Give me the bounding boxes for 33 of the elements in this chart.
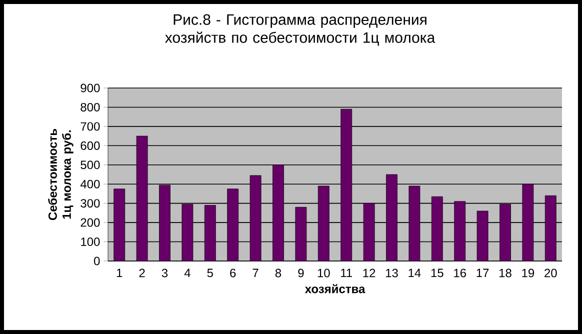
y-tick-label: 800	[80, 102, 100, 112]
x-tick-label: 15	[431, 268, 444, 278]
x-tick-label: 14	[408, 268, 421, 278]
y-tick-label: 700	[80, 122, 100, 131]
y-tick-label: 300	[80, 199, 100, 208]
y-tick-label: 100	[81, 238, 100, 246]
x-tick-label: 8	[275, 268, 282, 278]
x-axis-title: хозяйства	[304, 284, 366, 294]
x-tick-label: 7	[252, 268, 258, 278]
x-tick-label: 10	[318, 268, 330, 278]
x-tick-label: 11	[341, 268, 352, 278]
x-tick-label: 20	[544, 268, 557, 278]
chart-title: Рис.8 - Гистограмма распределения хозяйств по себестоимости 1ц молока	[165, 14, 436, 46]
y-axis-title: Себестоимость 1ц молока руб.	[48, 128, 74, 220]
x-tick-label: 1	[116, 268, 122, 278]
y-tick-label: 400	[80, 180, 100, 188]
x-tick-label: 2	[139, 268, 145, 278]
y-tick-label: 600	[80, 141, 100, 150]
x-tick-label: 12	[363, 268, 376, 278]
x-tick-label: 16	[454, 268, 466, 278]
y-tick-label: 500	[80, 160, 100, 170]
y-tick-label: 900	[80, 84, 100, 92]
y-tick-label: 0	[94, 256, 100, 266]
x-tick-label: 9	[298, 268, 304, 278]
x-tick-label: 6	[230, 268, 236, 278]
x-tick-label: 18	[499, 268, 512, 278]
x-tick-label: 17	[476, 268, 489, 278]
x-tick-label: 3	[162, 268, 168, 278]
x-tick-label: 5	[207, 268, 213, 278]
x-tick-label: 4	[184, 268, 190, 278]
x-tick-label: 19	[522, 268, 534, 278]
y-tick-label: 200	[80, 218, 100, 227]
x-tick-label: 13	[386, 268, 398, 278]
